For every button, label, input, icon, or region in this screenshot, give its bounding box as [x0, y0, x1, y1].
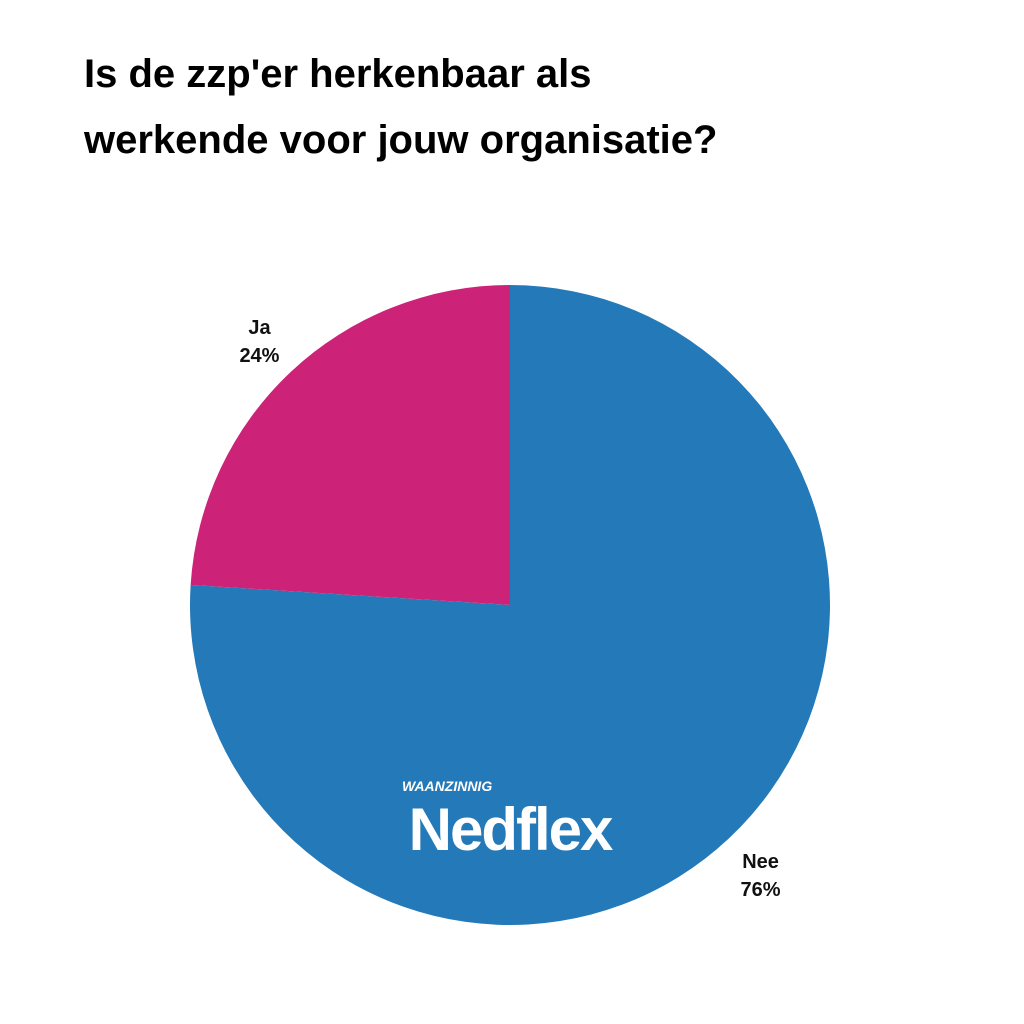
- pie: [190, 285, 831, 925]
- logo-name: Nedflex: [409, 796, 613, 863]
- logo-tagline: WAANZINNIG: [402, 778, 492, 794]
- slice-value-label: 76%: [741, 879, 781, 901]
- pie-slice: [190, 285, 831, 925]
- chart-title: Is de zzp'er herkenbaar als: [84, 52, 592, 96]
- pie-slice: [190, 285, 510, 605]
- labels: Nee 76% Ja 24%: [239, 317, 780, 901]
- slice-value-label: 24%: [239, 345, 279, 367]
- slice-category: Ja: [248, 317, 271, 339]
- slice-category: Nee: [742, 851, 779, 873]
- chart-title: werkende voor jouw organisatie?: [83, 118, 717, 162]
